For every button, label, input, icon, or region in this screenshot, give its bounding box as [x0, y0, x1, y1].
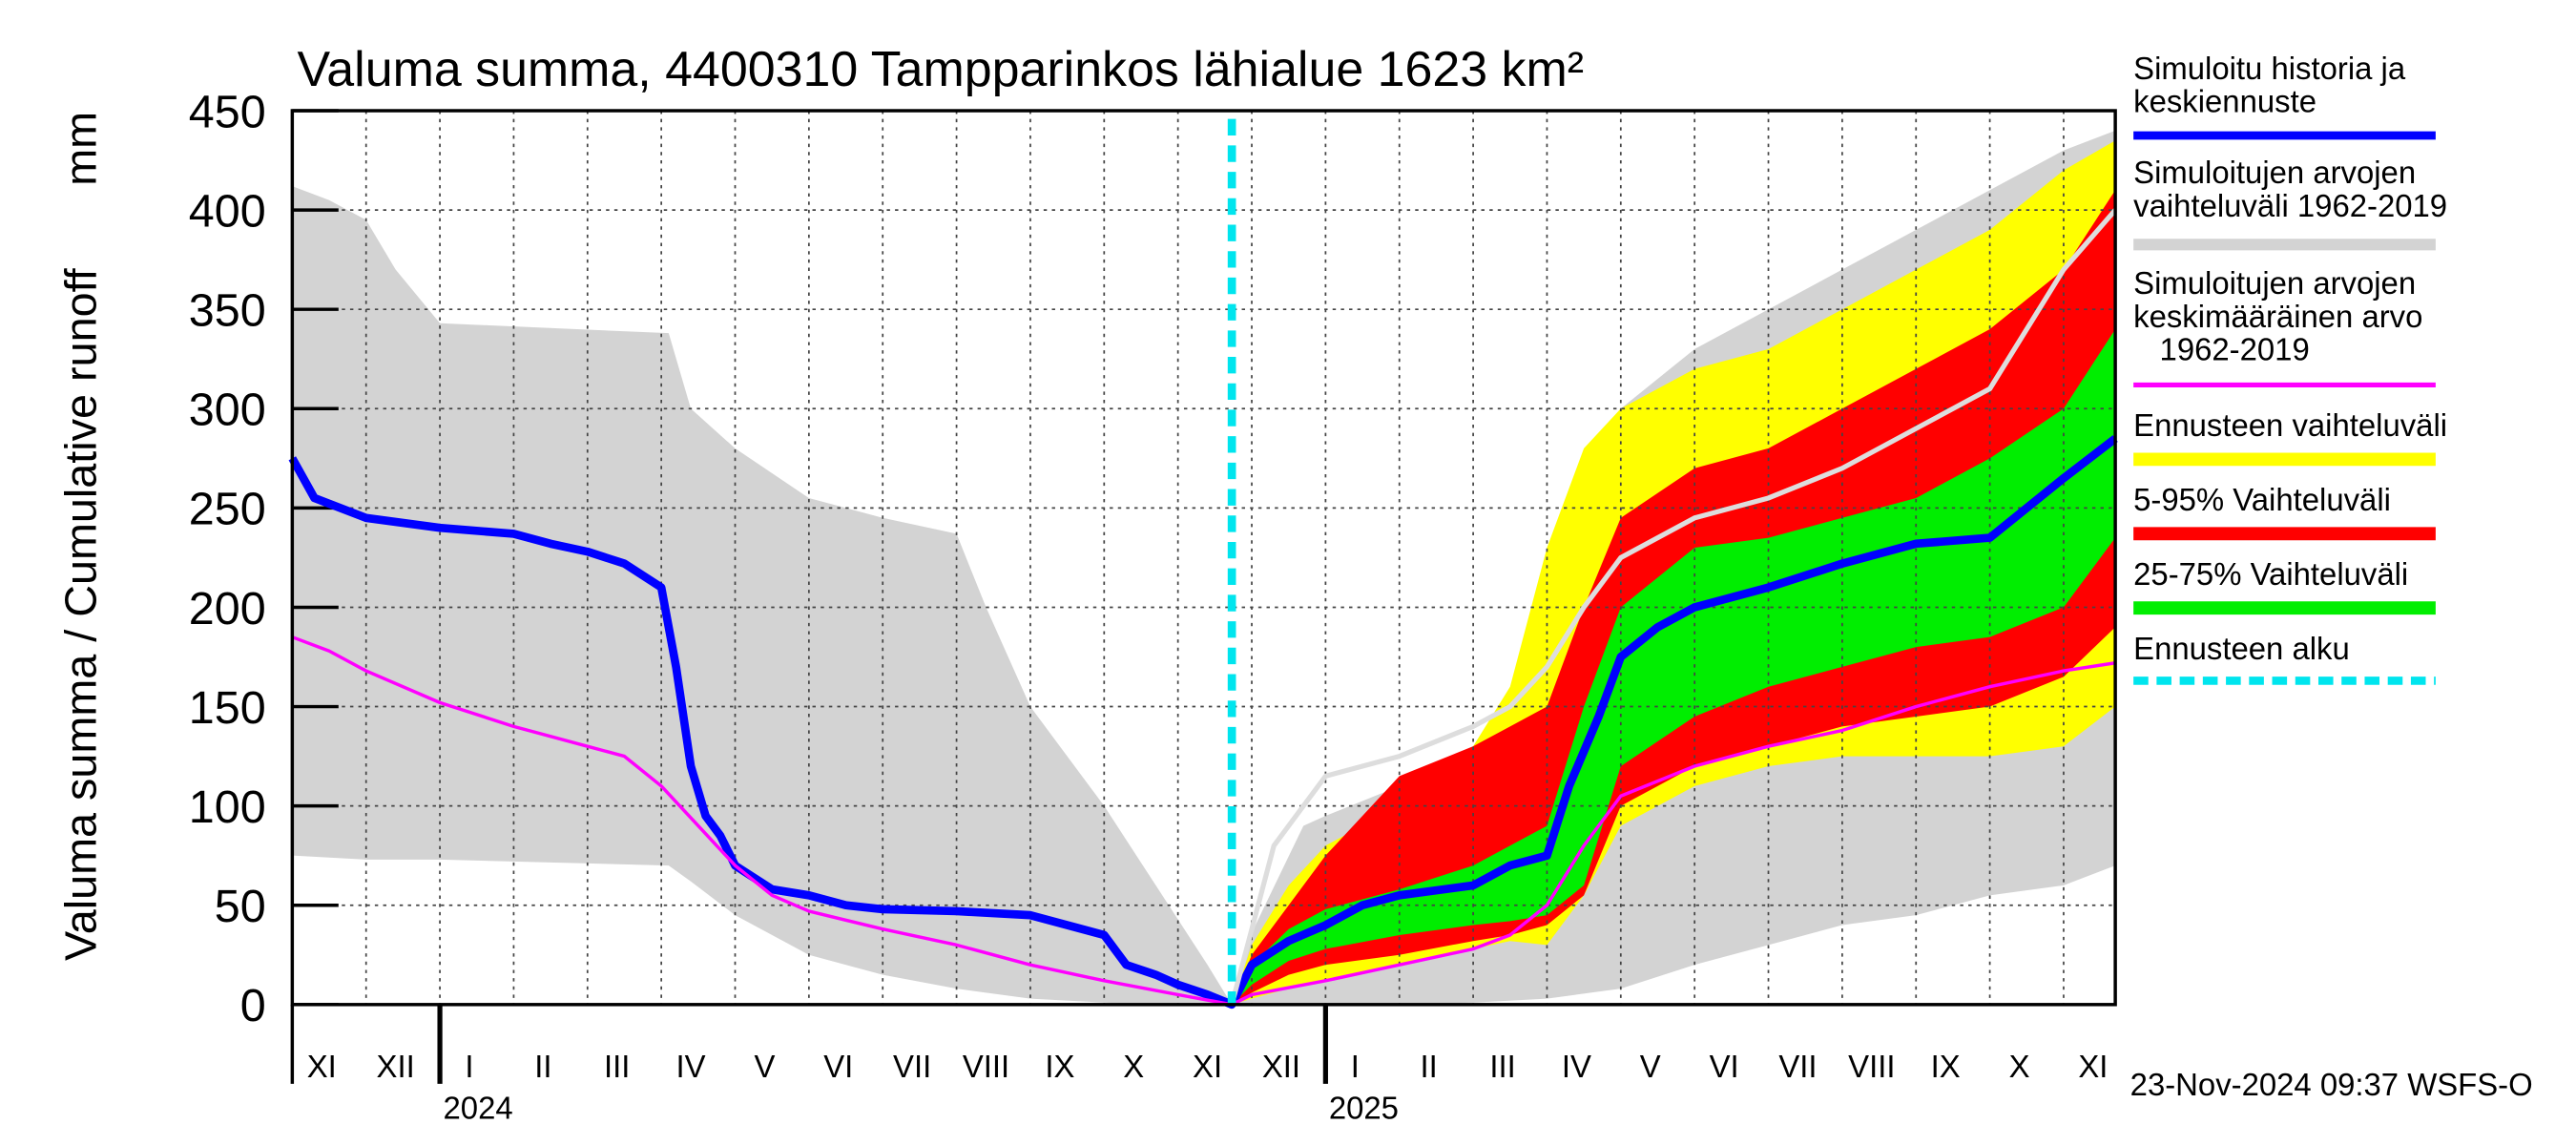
chart-title: Valuma summa, 4400310 Tampparinkos lähia…: [298, 42, 1584, 97]
y-tick-label: 350: [189, 285, 266, 337]
year-label: 2024: [444, 1090, 513, 1125]
x-tick-label: I: [1351, 1049, 1360, 1084]
x-tick-label: VII: [893, 1049, 931, 1084]
y-tick-label: 450: [189, 86, 266, 137]
y-tick-label: 50: [215, 881, 266, 932]
y-tick-label: 100: [189, 781, 266, 833]
legend-label: Ennusteen alku: [2133, 631, 2350, 666]
plot-area: [288, 109, 2118, 1010]
legend-label: 25-75% Vaihteluväli: [2133, 556, 2408, 592]
series-line: [291, 635, 2116, 1007]
series-line: [288, 435, 2118, 1010]
legend-label: 5-95% Vaihteluväli: [2133, 482, 2391, 517]
legend-label: Simuloitujen arvojen keskimääräinen arvo …: [2133, 265, 2422, 366]
x-tick-label: XI: [2078, 1049, 2108, 1084]
y-tick-label: 200: [189, 583, 266, 635]
x-tick-label: XI: [1193, 1049, 1222, 1084]
y-tick-label: 400: [189, 185, 266, 237]
x-tick-label: VI: [823, 1049, 853, 1084]
y-axis-unit: mm: [55, 112, 105, 186]
footer: 23-Nov-2024 09:37 WSFS-O: [2130, 1067, 2533, 1102]
x-tick-label: IV: [1562, 1049, 1591, 1084]
plot-frame: [290, 109, 2117, 1007]
x-tick-label: XII: [377, 1049, 415, 1084]
x-tick-label: VIII: [1848, 1049, 1895, 1084]
x-tick-label: I: [465, 1049, 473, 1084]
x-tick-label: II: [1421, 1049, 1438, 1084]
x-tick-label: II: [534, 1049, 551, 1084]
y-tick-label: 150: [189, 682, 266, 734]
x-tick-label: X: [2009, 1049, 2030, 1084]
series-line: [1229, 208, 2118, 1006]
x-tick-label: III: [604, 1049, 630, 1084]
x-tick-label: IV: [676, 1049, 706, 1084]
x-tick-label: VII: [1778, 1049, 1817, 1084]
legend-label: Simuloitu historia ja keskiennuste: [2133, 51, 2406, 119]
x-tick-label: V: [754, 1049, 775, 1084]
x-tick-label: III: [1489, 1049, 1515, 1084]
x-tick-label: VI: [1710, 1049, 1739, 1084]
x-tick-label: VIII: [963, 1049, 1009, 1084]
legend-label: Simuloitujen arvojen vaihteluväli 1962-20…: [2133, 155, 2447, 223]
year-label: 2025: [1329, 1090, 1399, 1125]
x-tick-label: V: [1640, 1049, 1661, 1084]
y-tick-label: 0: [240, 980, 266, 1031]
x-tick-label: IX: [1045, 1049, 1074, 1084]
x-tick-label: XI: [307, 1049, 337, 1084]
x-tick-label: IX: [1931, 1049, 1961, 1084]
y-tick-label: 250: [189, 484, 266, 535]
legend-label: Ennusteen vaihteluväli: [2133, 407, 2447, 443]
y-axis-label: Valuma summa / Cumulative runoff: [55, 267, 105, 961]
x-tick-label: X: [1123, 1049, 1144, 1084]
range-band: [1232, 329, 2116, 1005]
x-tick-label: XII: [1262, 1049, 1300, 1084]
y-tick-label: 300: [189, 385, 266, 436]
